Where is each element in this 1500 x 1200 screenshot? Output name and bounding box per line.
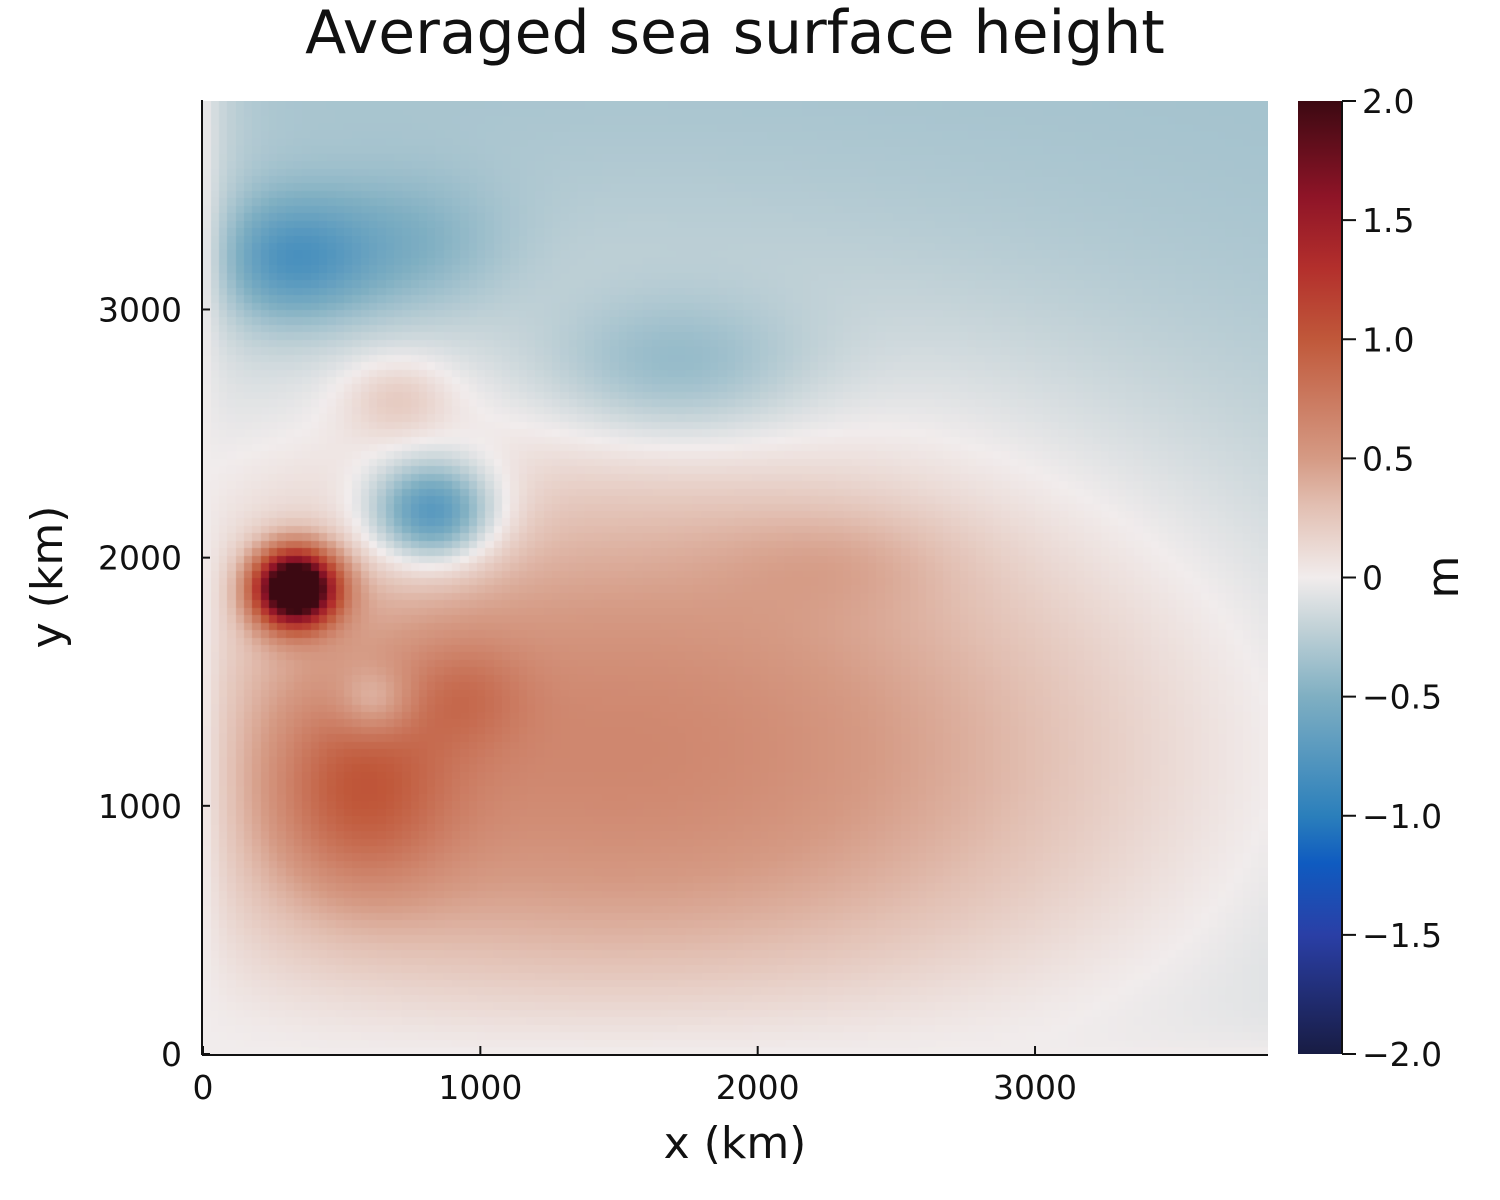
- x-axis-label: x (km): [664, 1118, 807, 1169]
- y-axis-ticks: 0 1000 2000 3000: [98, 290, 210, 1074]
- colorbar-tick-label: 2.0: [1362, 82, 1414, 121]
- y-tick-label: 0: [161, 1035, 182, 1074]
- x-tick-label: 1000: [438, 1068, 522, 1107]
- colorbar-label: m: [1418, 556, 1469, 599]
- y-tick-label: 3000: [98, 290, 182, 329]
- colorbar: −2.0 −1.5 −1.0 −0.5 0 0.5 1.0 1.5 2.0 m: [1298, 82, 1469, 1074]
- plot-area: [201, 100, 1268, 1056]
- colorbar-tick-label: 1.5: [1362, 201, 1414, 240]
- colorbar-tick-label: −1.5: [1362, 916, 1442, 955]
- colorbar-tick-label: 0: [1362, 559, 1383, 598]
- colorbar-tick-label: −0.5: [1362, 678, 1442, 717]
- colorbar-ticks: −2.0 −1.5 −1.0 −0.5 0 0.5 1.0 1.5 2.0: [1342, 82, 1442, 1074]
- colorbar-tick-label: 1.0: [1362, 320, 1414, 359]
- heatmap-image: [203, 101, 1268, 1054]
- y-tick-label: 2000: [98, 539, 182, 578]
- colorbar-tick-label: −1.0: [1362, 797, 1442, 836]
- x-tick-label: 2000: [716, 1068, 800, 1107]
- chart-title: Averaged sea surface height: [305, 0, 1165, 68]
- y-axis-label: y (km): [22, 506, 73, 649]
- x-axis-ticks: 0 1000 2000 3000: [193, 1046, 1077, 1107]
- colorbar-tick-label: 0.5: [1362, 439, 1414, 478]
- x-tick-label: 3000: [993, 1068, 1077, 1107]
- x-tick-label: 0: [193, 1068, 214, 1107]
- colorbar-gradient: [1298, 101, 1342, 1054]
- colorbar-tick-label: −2.0: [1362, 1035, 1442, 1074]
- y-tick-label: 1000: [98, 787, 182, 826]
